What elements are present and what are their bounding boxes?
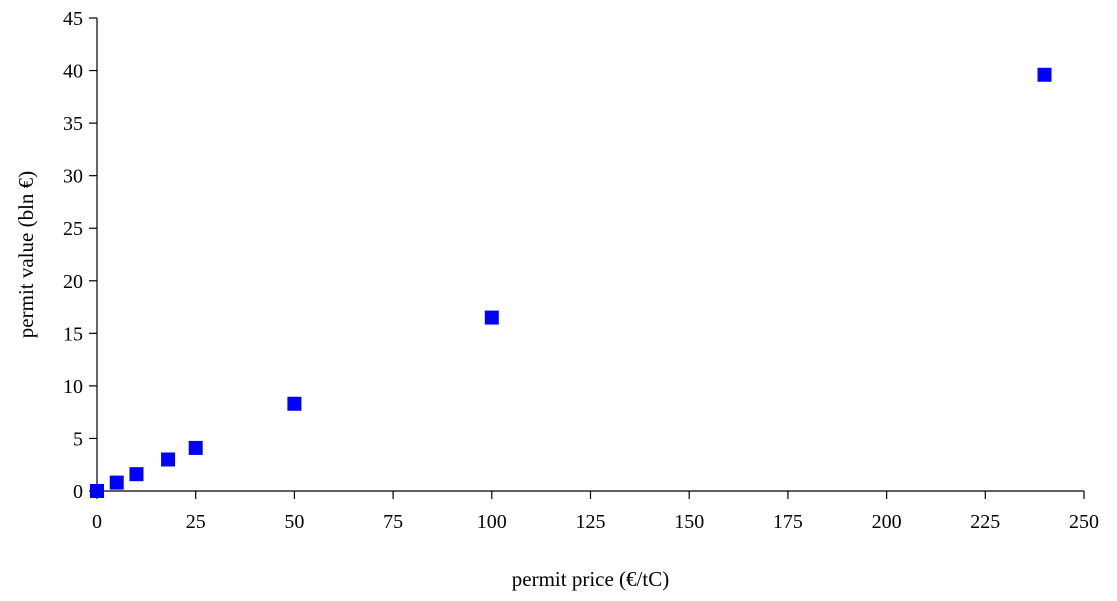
- y-tick-label: 40: [63, 61, 83, 83]
- data-point-marker: [161, 452, 176, 467]
- x-axis-title: permit price (€/tC): [512, 567, 669, 591]
- x-tick-label: 25: [186, 511, 206, 533]
- y-tick-label: 30: [63, 166, 83, 188]
- data-point-marker: [287, 396, 302, 411]
- data-point-marker: [1037, 67, 1052, 82]
- x-tick-label: 225: [970, 511, 1000, 533]
- x-tick-label: 100: [477, 511, 507, 533]
- y-tick-label: 20: [63, 271, 83, 293]
- data-point-marker: [90, 484, 104, 498]
- x-tick-label: 200: [872, 511, 902, 533]
- y-axis-title: permit value (bln €): [14, 171, 38, 338]
- y-tick-label: 35: [63, 113, 83, 135]
- y-tick-label: 15: [63, 323, 83, 345]
- y-axis-ticks: 0 5 10 15 20 25 30 35 40 45: [63, 8, 97, 503]
- data-point-marker: [109, 475, 124, 490]
- x-axis-ticks: 0 25 50 75 100 125 150 175 200 225 250: [92, 491, 1099, 533]
- x-tick-label: 0: [92, 511, 102, 533]
- y-tick-label: 0: [73, 481, 83, 503]
- x-tick-label: 150: [674, 511, 704, 533]
- y-tick-label: 45: [63, 8, 83, 30]
- x-tick-label: 50: [284, 511, 304, 533]
- data-point-marker: [129, 467, 144, 482]
- data-points: [90, 67, 1052, 498]
- x-tick-label: 125: [576, 511, 606, 533]
- x-tick-label: 250: [1069, 511, 1099, 533]
- y-tick-label: 5: [73, 428, 83, 450]
- data-point-marker: [188, 440, 203, 455]
- y-tick-label: 25: [63, 218, 83, 240]
- y-tick-label: 10: [63, 376, 83, 398]
- data-point-marker: [484, 310, 499, 325]
- x-tick-label: 175: [773, 511, 803, 533]
- x-tick-label: 75: [383, 511, 403, 533]
